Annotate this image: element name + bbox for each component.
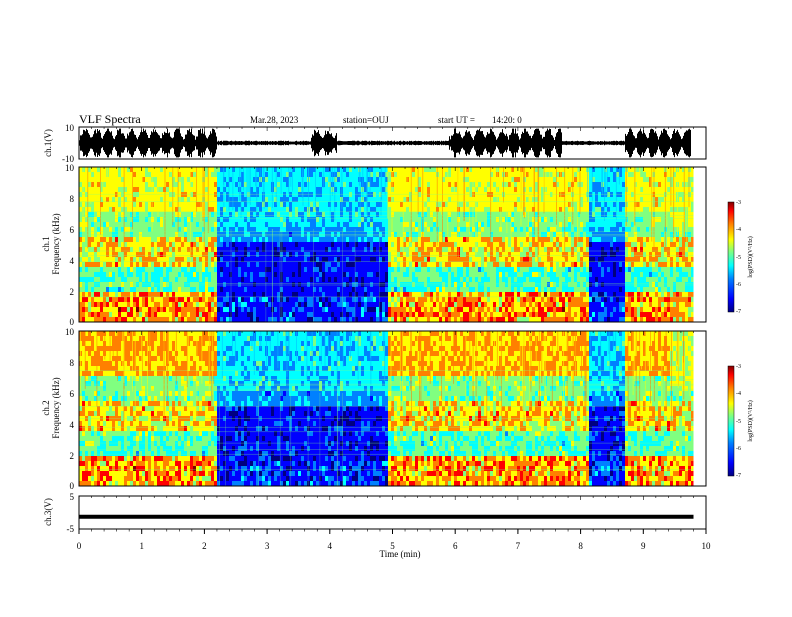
- waveform-ch1-signal: [80, 129, 691, 158]
- waveform-ch3-frame: [79, 496, 706, 529]
- colorbar-ch2-label: log(PSD)(V²/Hz): [747, 400, 754, 441]
- waveform-ch3-panel: 5 -5 ch.3(V): [43, 492, 706, 534]
- x-axis-tick-label: 10: [702, 541, 712, 551]
- spectrogram-ch1-ytick-4: 4: [70, 256, 75, 266]
- x-axis-tick-label: 7: [516, 541, 521, 551]
- spectrogram-ch1-ytick-0: 0: [70, 317, 75, 327]
- header-date: Mar.28, 2023: [250, 115, 299, 125]
- colorbar-ch2-tick-m5: -5: [736, 419, 741, 425]
- spectrogram-ch1-panel: 10 8 6 4 2 0 ch.1 Frequency (kHz) -3 -4 …: [41, 163, 754, 327]
- colorbar-ch1: [728, 202, 734, 312]
- x-axis-tick-label: 0: [77, 541, 82, 551]
- spectrogram-no-data: [694, 167, 707, 322]
- colorbar-ch2-tick-m3: -3: [736, 364, 741, 370]
- waveform-ch1-ytick-top: 10: [65, 123, 75, 133]
- waveform-ch3-ylabel: ch.3(V): [43, 498, 53, 526]
- x-axis-label: Time (min): [380, 549, 421, 559]
- spectrogram-ch1-ytick-2: 2: [70, 287, 75, 297]
- spectrogram-no-data: [694, 331, 707, 486]
- x-axis-tick-label: 2: [202, 541, 207, 551]
- x-axis-tick-label: 8: [578, 541, 583, 551]
- colorbar-ch1-tick-m7: -7: [736, 309, 741, 315]
- header-start-label: start UT =: [438, 115, 475, 125]
- waveform-ch3-ytick-m5: -5: [67, 524, 75, 534]
- spectrogram-ch1-ytick-8: 8: [70, 194, 75, 204]
- colorbar-ch2-tick-m7: -7: [736, 473, 741, 479]
- colorbar-ch2: [728, 366, 734, 476]
- spectrogram-ch2-ytick-6: 6: [70, 389, 75, 399]
- x-axis-tick-label: 6: [453, 541, 458, 551]
- x-axis-tick-label: 3: [265, 541, 270, 551]
- spectrogram-ch2-ytick-8: 8: [70, 358, 75, 368]
- x-axis-tick-label: 1: [139, 541, 144, 551]
- spectrogram-ch1-ytick-6: 6: [70, 225, 75, 235]
- spectrogram-ch2-ytick-10: 10: [65, 327, 75, 337]
- colorbar-ch1-label: log(PSD)(V²/Hz): [747, 236, 754, 277]
- spectrogram-cells: [79, 331, 694, 486]
- spectrogram-ch2-ytick-0: 0: [70, 481, 75, 491]
- header-start-time: 14:20: 0: [492, 115, 522, 125]
- spectrogram-ch2-panel: 10 8 6 4 2 0 ch.2 Frequency (kHz) -3 -4 …: [41, 327, 754, 491]
- colorbar-ch1-tick-m5: -5: [736, 255, 741, 261]
- spectrogram-ch2-ytick-2: 2: [70, 451, 75, 461]
- spectrogram-ch2-ylabel: Frequency (kHz): [51, 377, 61, 438]
- spectrogram-ch2-channel-label: ch.2: [41, 400, 51, 415]
- spectrogram-ch1-ylabel: Frequency (kHz): [51, 213, 61, 274]
- colorbar-ch2-tick-m6: -6: [736, 446, 741, 452]
- spectrogram-ch1-image: [79, 167, 706, 322]
- colorbar-ch1-tick-m6: -6: [736, 282, 741, 288]
- colorbar-ch2-tick-m4: -4: [736, 391, 741, 397]
- waveform-ch1-panel: 10 -10 ch.1(V): [43, 123, 706, 164]
- spectrogram-ch2-image: [79, 331, 706, 486]
- waveform-ch1-ylabel: ch.1(V): [43, 129, 53, 157]
- figure-title: VLF Spectra: [79, 112, 141, 126]
- colorbar-ch1-tick-m3: -3: [736, 200, 741, 206]
- x-axis-tick-label: 4: [328, 541, 333, 551]
- spectrogram-ch1-ytick-10: 10: [65, 163, 75, 173]
- x-axis-tick-label: 9: [641, 541, 646, 551]
- spectrogram-ch1-channel-label: ch.1: [41, 236, 51, 251]
- header-station: station=OUJ: [343, 115, 389, 125]
- waveform-ch1-trace: [80, 129, 691, 158]
- colorbar-ch1-tick-m4: -4: [736, 227, 741, 233]
- spectrogram-ch2-ytick-4: 4: [70, 420, 75, 430]
- waveform-ch3-ytick-5: 5: [70, 492, 75, 502]
